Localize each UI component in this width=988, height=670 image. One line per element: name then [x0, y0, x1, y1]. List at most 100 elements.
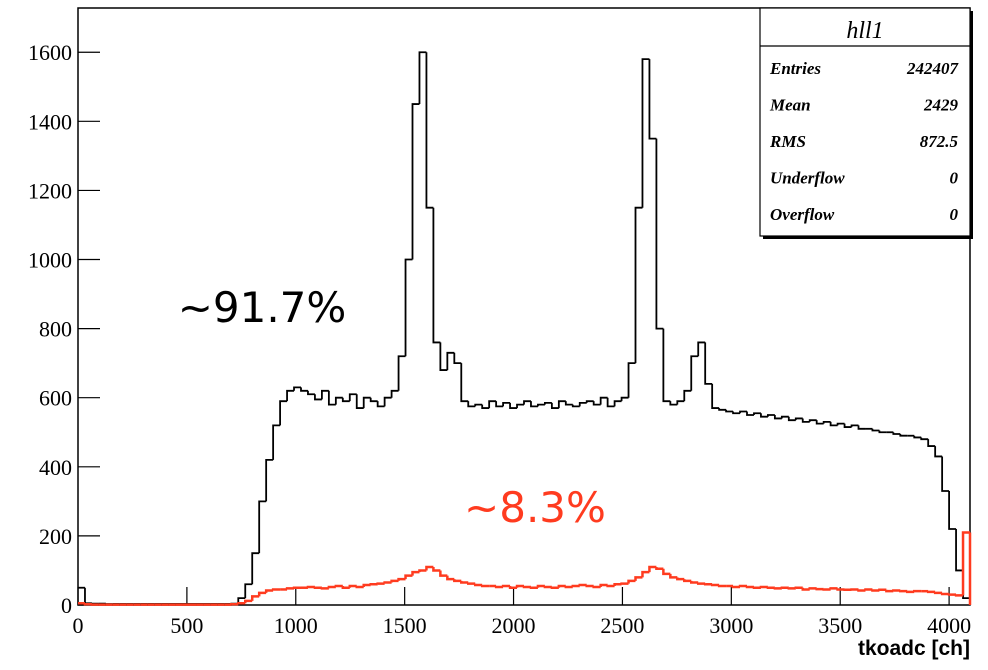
histogram-bin: [83, 603, 92, 606]
histogram-bin: [265, 458, 274, 502]
histogram-bin: [334, 584, 343, 588]
x-tick-label: 0: [73, 613, 84, 638]
histogram-bin: [244, 583, 253, 599]
histogram-bin: [696, 582, 706, 585]
histogram-bin: [725, 409, 734, 413]
histogram-bin: [731, 585, 741, 589]
x-tick-label: 1500: [383, 613, 427, 638]
histogram-bin: [522, 585, 531, 589]
histogram-bin: [599, 583, 608, 588]
histogram-bin: [899, 589, 908, 593]
histogram-bin: [850, 424, 859, 428]
histogram-bin: [892, 589, 901, 592]
stats-title: hll1: [846, 18, 883, 44]
histogram-bin: [397, 355, 406, 391]
histogram-bin: [537, 403, 545, 407]
y-tick-label: 1200: [28, 178, 72, 203]
histogram-bin: [808, 587, 817, 590]
histogram-bin: [941, 456, 950, 492]
histogram-bin: [258, 500, 267, 554]
histogram-bin: [292, 586, 301, 589]
plot-frame: [77, 7, 971, 606]
histogram-bin: [954, 594, 964, 597]
y-tick-label: 600: [39, 386, 72, 411]
histogram-bin: [669, 401, 678, 406]
histogram-bin: [355, 394, 364, 409]
x-tick-label: 4000: [927, 613, 971, 638]
histogram-bin: [411, 570, 420, 576]
histogram-bin: [439, 342, 448, 371]
histogram-bin: [676, 400, 685, 405]
stats-label: Entries: [769, 59, 821, 78]
histogram-bin: [878, 588, 887, 592]
histogram-bin: [899, 433, 908, 437]
histogram-bin: [557, 400, 566, 409]
histogram-bin: [655, 138, 664, 330]
x-tick-label: 2000: [492, 613, 536, 638]
histogram-bin: [529, 586, 538, 589]
histogram-bin: [906, 590, 915, 594]
histogram-bin: [961, 531, 970, 596]
histogram-bin: [571, 584, 580, 588]
histogram-bin: [697, 341, 706, 357]
histogram-bin: [530, 401, 538, 408]
histogram-bin: [683, 389, 692, 402]
histogram-bin: [411, 103, 420, 260]
histogram-bin: [933, 591, 943, 595]
histogram-bin: [746, 411, 754, 416]
histogram-bin: [515, 584, 524, 588]
histogram-bin: [501, 584, 511, 588]
y-tick-label: 1600: [28, 40, 72, 65]
histogram-bin: [599, 396, 608, 405]
y-tick-label: 200: [39, 524, 72, 549]
histogram-bin: [801, 587, 810, 591]
histogram-bin: [767, 414, 775, 417]
histogram-bin: [418, 569, 427, 573]
histogram-bin: [690, 580, 699, 584]
histogram-bin: [536, 584, 545, 588]
histogram-bin: [293, 386, 301, 391]
histogram-bin: [613, 583, 622, 586]
histogram-bin: [801, 418, 810, 423]
histogram-bin: [474, 403, 483, 407]
histogram-bin: [836, 588, 845, 591]
histogram-bin: [815, 420, 824, 425]
histogram-bin: [760, 413, 768, 418]
histogram-bin: [564, 585, 573, 589]
histogram-bin: [300, 387, 308, 392]
x-axis-label: tkoadc [ch]: [858, 637, 970, 660]
histogram-bin: [432, 207, 441, 344]
histogram-bin: [578, 401, 587, 407]
histogram-bin: [362, 396, 371, 409]
histogram-bin: [446, 575, 455, 581]
histogram-bin: [620, 396, 629, 402]
histogram-bin: [369, 583, 378, 586]
histogram-bin: [641, 570, 650, 578]
y-tick-label: 1400: [28, 109, 72, 134]
histogram-bin: [822, 420, 831, 424]
histogram-bin: [516, 403, 524, 409]
histogram-bin: [473, 583, 483, 587]
histogram-bin: [787, 416, 796, 422]
x-tick-label: 3500: [818, 613, 862, 638]
histogram-bin: [397, 577, 406, 581]
histogram-bin: [348, 584, 357, 588]
histogram-bin: [84, 587, 92, 605]
histogram-bin: [648, 59, 657, 140]
stats-value: 0: [950, 169, 959, 188]
histogram-bin: [369, 397, 378, 403]
histogram-bin: [794, 417, 803, 421]
histogram-bin: [495, 401, 504, 408]
histogram-bin: [773, 414, 782, 420]
histogram-bin: [578, 583, 587, 587]
histogram-bin: [927, 439, 936, 447]
histogram-bin: [836, 422, 845, 426]
histogram-bin: [947, 593, 957, 596]
histogram-bin: [508, 585, 518, 589]
histogram-bin: [885, 589, 894, 593]
histogram-bin: [314, 394, 322, 401]
histogram-bin: [250, 595, 260, 601]
histogram-bin: [634, 576, 643, 581]
histogram-bin: [732, 411, 741, 415]
